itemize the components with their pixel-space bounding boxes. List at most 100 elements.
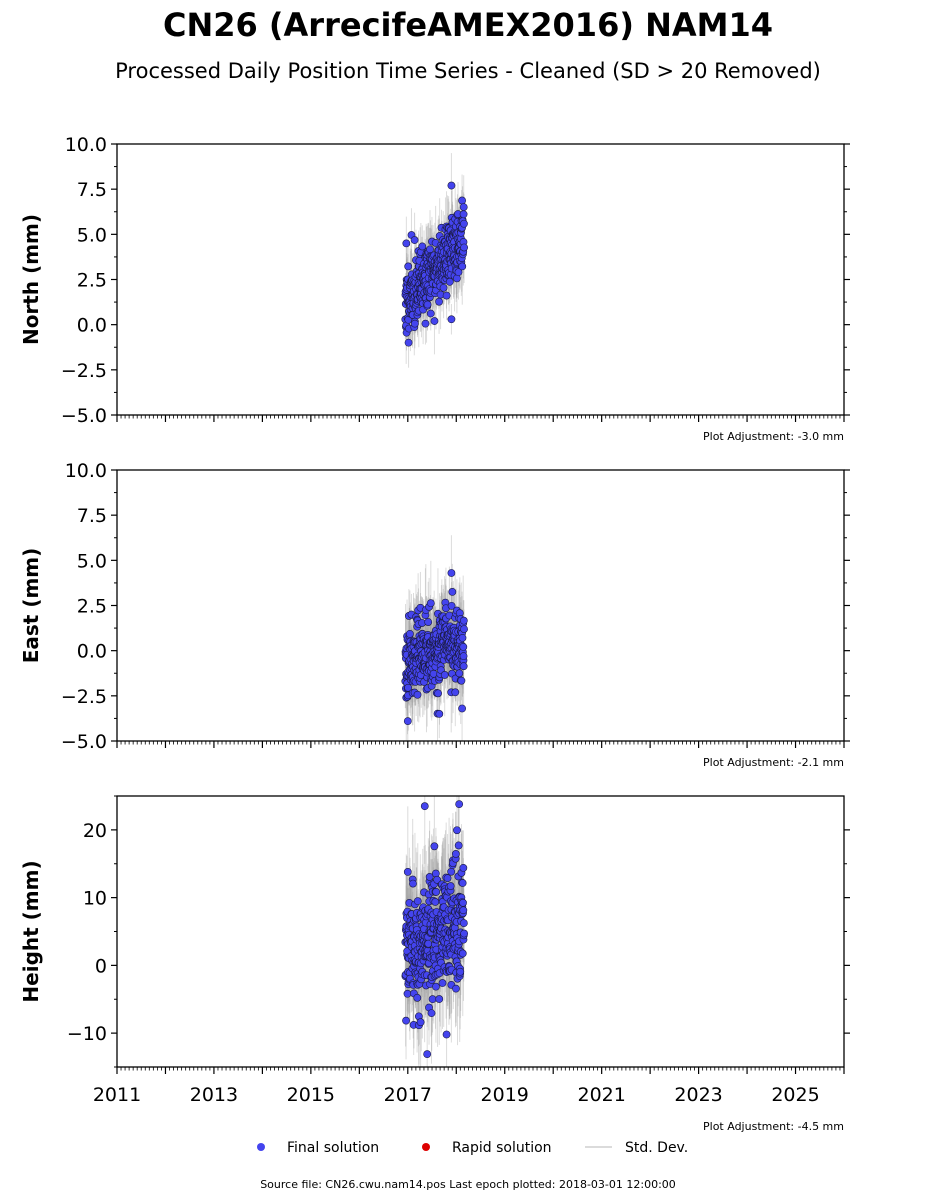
data-point: [459, 203, 468, 211]
data-point: [404, 338, 413, 347]
data-point: [413, 690, 422, 699]
data-point: [434, 689, 442, 698]
data-point: [426, 599, 435, 608]
data-point: [424, 939, 433, 948]
legend-final-label: Final solution: [287, 1140, 379, 1156]
y-tick-label: 10.0: [65, 460, 107, 482]
axes-frame: [116, 469, 845, 742]
data-point: [455, 800, 464, 809]
panel-2: −5.0 −2.5 0.0 2.5 5.0 7.5 10.0 East (mm) Plot Ad…: [19, 460, 850, 769]
data-point: [459, 616, 468, 625]
panel-3: −10 0 10 20 2011 2013 2015 2017 2019 2021 2023 2025…: [19, 795, 850, 1133]
data-point: [403, 717, 412, 726]
panel-1: −5.0 −2.5 0.0 2.5 5.0 7.5 10.0 North (mm) Plot A…: [19, 134, 850, 443]
data-point: [448, 587, 457, 596]
data-point: [403, 989, 412, 998]
data-points: [401, 181, 468, 347]
data-point: [439, 283, 448, 292]
data-point: [459, 662, 468, 671]
legend-rapid-label: Rapid solution: [452, 1140, 552, 1156]
data-point: [442, 1030, 451, 1039]
data-point: [454, 841, 463, 850]
y-tick-label: 20: [83, 820, 107, 842]
y-tick-label: −2.5: [61, 686, 107, 708]
data-point: [438, 979, 447, 987]
data-point: [459, 642, 468, 651]
data-point: [403, 867, 412, 876]
data-point: [458, 949, 467, 958]
data-point: [426, 309, 435, 318]
data-points: [401, 800, 469, 1059]
data-point: [460, 929, 469, 938]
data-point: [442, 291, 451, 300]
x-tick-label: 2017: [384, 1084, 432, 1106]
data-point: [458, 879, 467, 887]
x-tick-label: 2025: [771, 1084, 819, 1106]
data-point: [451, 850, 460, 858]
data-point: [459, 210, 468, 219]
data-point: [431, 898, 440, 906]
x-tick-label: 2015: [287, 1084, 335, 1106]
data-point: [423, 300, 432, 309]
x-tick-label: 2021: [577, 1084, 625, 1106]
data-point: [402, 1016, 410, 1025]
data-point: [421, 319, 430, 328]
legend: Final solution Rapid solution Std. Dev.: [257, 1140, 688, 1156]
data-point: [459, 919, 468, 928]
data-point: [435, 710, 444, 718]
data-point: [445, 277, 454, 286]
y-tick-label: 0.0: [77, 641, 107, 663]
data-point: [455, 669, 464, 678]
data-point: [413, 993, 422, 1002]
data-point: [432, 982, 440, 991]
x-tick-label: 2011: [93, 1084, 141, 1106]
data-point: [427, 1009, 436, 1018]
plot-adjustment-note: Plot Adjustment: -3.0 mm: [703, 430, 844, 443]
y-tick-label: 0: [95, 955, 107, 977]
data-point: [452, 984, 460, 993]
data-point: [410, 236, 419, 244]
data-point: [458, 704, 466, 713]
data-point: [433, 875, 441, 884]
data-point: [454, 268, 463, 277]
data-point: [458, 262, 467, 271]
data-point: [460, 625, 468, 633]
y-tick-label: 5.0: [77, 224, 107, 246]
y-tick-label: −5.0: [61, 731, 107, 753]
data-point: [447, 181, 456, 190]
data-point: [440, 671, 449, 679]
data-point: [404, 262, 413, 271]
y-tick-label: −10: [67, 1023, 107, 1045]
y-axis-label: Height (mm): [19, 860, 43, 1002]
data-point: [418, 242, 427, 251]
legend-stddev-label: Std. Dev.: [625, 1140, 688, 1156]
y-tick-label: 7.5: [77, 505, 107, 527]
data-point: [446, 882, 455, 890]
data-point: [405, 629, 414, 638]
panels: −5.0 −2.5 0.0 2.5 5.0 7.5 10.0 North (mm) Plot A…: [19, 134, 850, 1133]
source-footer: Source file: CN26.cwu.nam14.pos Last epo…: [260, 1178, 676, 1191]
y-tick-label: −5.0: [61, 405, 107, 427]
data-point: [459, 863, 468, 872]
data-point: [459, 906, 468, 915]
data-point: [460, 243, 468, 252]
y-tick-label: 5.0: [77, 550, 107, 572]
data-point: [423, 1050, 432, 1059]
legend-rapid-marker: [422, 1143, 430, 1151]
x-tick-label: 2019: [481, 1084, 529, 1106]
data-point: [430, 317, 439, 325]
y-tick-label: 2.5: [77, 270, 107, 292]
x-tick-label: 2013: [190, 1084, 238, 1106]
x-tick-label: 2023: [674, 1084, 722, 1106]
data-point: [435, 297, 443, 306]
legend-final-marker: [257, 1143, 265, 1151]
y-tick-label: 10: [83, 888, 107, 910]
data-point: [435, 995, 444, 1003]
y-tick-label: 0.0: [77, 315, 107, 337]
data-point: [410, 319, 419, 328]
data-point: [459, 652, 468, 661]
data-point: [447, 315, 456, 324]
data-point: [447, 569, 456, 577]
data-point: [458, 633, 467, 642]
